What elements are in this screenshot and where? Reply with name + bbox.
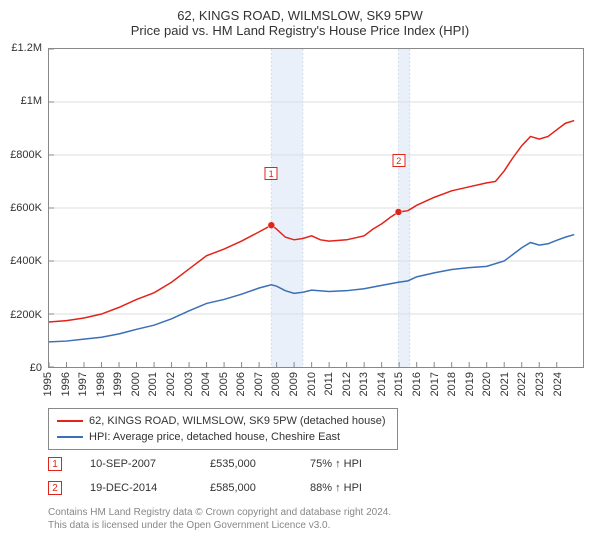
event-marker: 2 bbox=[392, 154, 405, 167]
xtick-label: 1999 bbox=[112, 372, 124, 396]
xtick-label: 2001 bbox=[147, 372, 159, 396]
chart-subtitle: Price paid vs. HM Land Registry's House … bbox=[0, 23, 600, 42]
xtick-label: 2012 bbox=[341, 372, 353, 396]
xtick-label: 2020 bbox=[481, 372, 493, 396]
chart-title: 62, KINGS ROAD, WILMSLOW, SK9 5PW bbox=[0, 0, 600, 23]
legend: 62, KINGS ROAD, WILMSLOW, SK9 5PW (detac… bbox=[48, 408, 398, 450]
sale-price: £535,000 bbox=[210, 458, 310, 470]
sale-date: 10-SEP-2007 bbox=[90, 458, 210, 470]
legend-swatch bbox=[57, 420, 83, 422]
sales-table: 1 10-SEP-2007£535,00075% ↑ HPI 2 19-DEC-201… bbox=[48, 452, 410, 500]
ytick-label: £800K bbox=[10, 149, 42, 161]
xtick-label: 2007 bbox=[253, 372, 265, 396]
sale-pct: 88% ↑ HPI bbox=[310, 482, 410, 494]
xtick-label: 2004 bbox=[200, 372, 212, 396]
legend-label: HPI: Average price, detached house, Ches… bbox=[89, 431, 340, 443]
xtick-label: 2015 bbox=[393, 372, 405, 396]
xtick-label: 1998 bbox=[95, 372, 107, 396]
chart-container: 62, KINGS ROAD, WILMSLOW, SK9 5PW Price … bbox=[0, 0, 600, 560]
legend-row: 62, KINGS ROAD, WILMSLOW, SK9 5PW (detac… bbox=[57, 413, 389, 429]
xtick-label: 2010 bbox=[306, 372, 318, 396]
legend-swatch bbox=[57, 436, 83, 438]
xtick-label: 2023 bbox=[534, 372, 546, 396]
legend-row: HPI: Average price, detached house, Ches… bbox=[57, 429, 389, 445]
xtick-label: 2008 bbox=[270, 372, 282, 396]
xtick-label: 2024 bbox=[552, 372, 564, 396]
sale-price: £585,000 bbox=[210, 482, 310, 494]
xtick-label: 2006 bbox=[235, 372, 247, 396]
plot bbox=[48, 48, 584, 368]
footer-line-2: This data is licensed under the Open Gov… bbox=[48, 519, 391, 532]
event-marker: 1 bbox=[265, 167, 278, 180]
xtick-label: 1995 bbox=[42, 372, 54, 396]
sale-row: 1 10-SEP-2007£535,00075% ↑ HPI bbox=[48, 452, 410, 476]
xtick-label: 2009 bbox=[288, 372, 300, 396]
xtick-label: 2005 bbox=[218, 372, 230, 396]
ytick-label: £600K bbox=[10, 202, 42, 214]
xtick-label: 2013 bbox=[358, 372, 370, 396]
xtick-label: 2017 bbox=[429, 372, 441, 396]
ytick-label: £200K bbox=[10, 309, 42, 321]
xtick-label: 2011 bbox=[323, 372, 335, 396]
xtick-label: 2003 bbox=[183, 372, 195, 396]
xtick-label: 1997 bbox=[77, 372, 89, 396]
sale-date: 19-DEC-2014 bbox=[90, 482, 210, 494]
xtick-label: 2021 bbox=[499, 372, 511, 396]
footer: Contains HM Land Registry data © Crown c… bbox=[48, 506, 391, 532]
xtick-label: 2016 bbox=[411, 372, 423, 396]
ytick-label: £1.2M bbox=[11, 42, 42, 54]
legend-label: 62, KINGS ROAD, WILMSLOW, SK9 5PW (detac… bbox=[89, 415, 386, 427]
ytick-label: £1M bbox=[21, 95, 42, 107]
chart-area: £0£200K£400K£600K£800K£1M£1.2M 199519961… bbox=[48, 48, 584, 368]
xtick-label: 2014 bbox=[376, 372, 388, 396]
xtick-label: 2022 bbox=[516, 372, 528, 396]
sale-marker: 1 bbox=[48, 457, 62, 471]
sale-pct: 75% ↑ HPI bbox=[310, 458, 410, 470]
xtick-label: 2019 bbox=[464, 372, 476, 396]
sale-row: 2 19-DEC-2014£585,00088% ↑ HPI bbox=[48, 476, 410, 500]
sale-marker: 2 bbox=[48, 481, 62, 495]
footer-line-1: Contains HM Land Registry data © Crown c… bbox=[48, 506, 391, 519]
xtick-label: 1996 bbox=[60, 372, 72, 396]
xtick-label: 2000 bbox=[130, 372, 142, 396]
xtick-label: 2002 bbox=[165, 372, 177, 396]
ytick-label: £0 bbox=[30, 362, 42, 374]
xtick-label: 2018 bbox=[446, 372, 458, 396]
ytick-label: £400K bbox=[10, 255, 42, 267]
